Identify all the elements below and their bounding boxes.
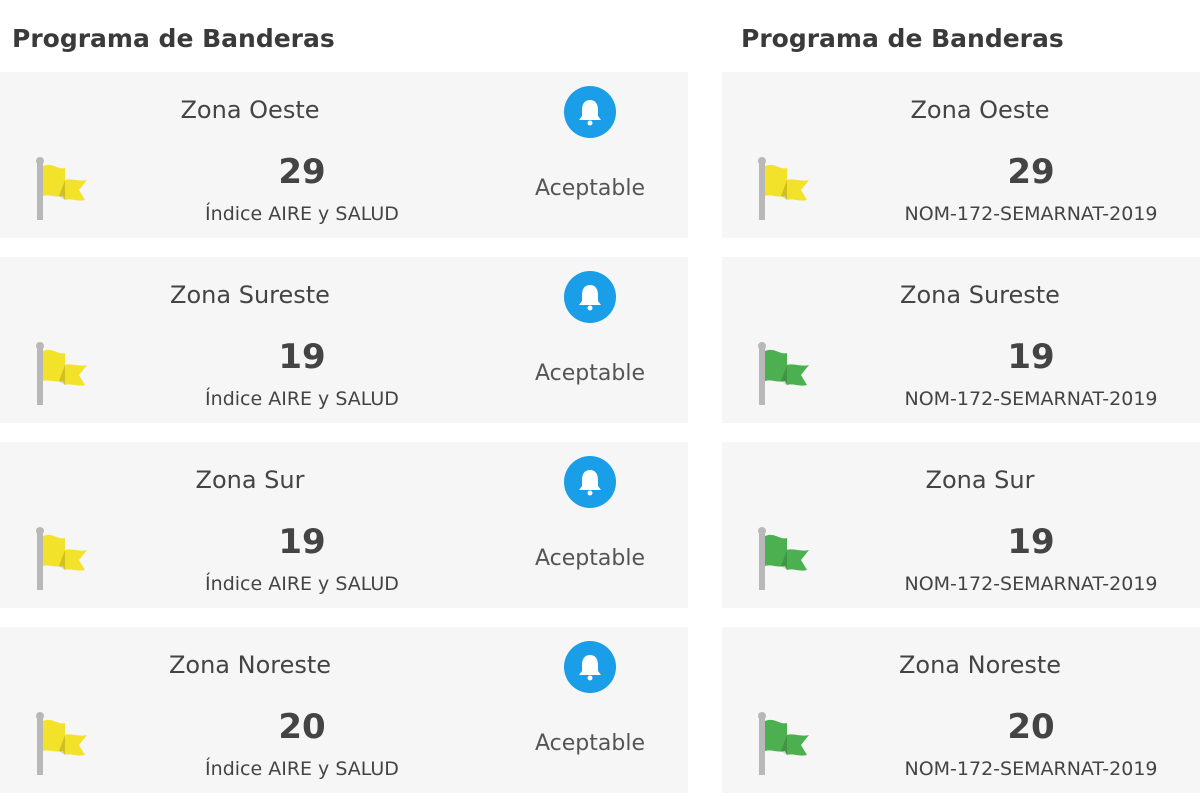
status-label: Aceptable <box>535 546 645 571</box>
flag-icon <box>757 711 817 777</box>
index-label: NOM-172-SEMARNAT-2019 <box>904 388 1158 410</box>
index-value: 20 <box>1007 707 1055 747</box>
index-value: 29 <box>1007 152 1055 192</box>
zone-name: Zona Sur <box>195 466 305 494</box>
index-value: 19 <box>1007 522 1055 562</box>
status-label: Aceptable <box>535 176 645 201</box>
flag-icon <box>35 526 95 592</box>
index-label: Índice AIRE y SALUD <box>205 388 399 410</box>
zone-name: Zona Sureste <box>170 281 330 309</box>
left-panel-title: Programa de Banderas <box>12 24 335 53</box>
bell-icon[interactable] <box>564 86 616 138</box>
zone-name: Zona Sur <box>925 466 1035 494</box>
bell-icon[interactable] <box>564 271 616 323</box>
zone-name: Zona Sureste <box>900 281 1060 309</box>
flag-icon <box>35 341 95 407</box>
index-value: 19 <box>1007 337 1055 377</box>
zone-card[interactable]: Zona Oeste 29 NOM-172-SEMARNAT-2019 <box>722 72 1200 238</box>
zone-card[interactable]: Zona Sureste 19 Índice AIRE y SALUD Acep… <box>0 257 688 423</box>
flag-icon <box>757 341 817 407</box>
index-label: NOM-172-SEMARNAT-2019 <box>904 573 1158 595</box>
zone-card[interactable]: Zona Noreste 20 NOM-172-SEMARNAT-2019 <box>722 627 1200 793</box>
zone-card[interactable]: Zona Sur 19 Índice AIRE y SALUD Aceptabl… <box>0 442 688 608</box>
zone-card[interactable]: Zona Sur 19 NOM-172-SEMARNAT-2019 <box>722 442 1200 608</box>
index-label: NOM-172-SEMARNAT-2019 <box>904 203 1158 225</box>
flag-icon <box>757 156 817 222</box>
index-label: NOM-172-SEMARNAT-2019 <box>904 758 1158 780</box>
index-value: 29 <box>278 152 326 192</box>
index-label: Índice AIRE y SALUD <box>205 758 399 780</box>
zone-card[interactable]: Zona Sureste 19 NOM-172-SEMARNAT-2019 <box>722 257 1200 423</box>
zone-card[interactable]: Zona Noreste 20 Índice AIRE y SALUD Acep… <box>0 627 688 793</box>
bell-icon[interactable] <box>564 456 616 508</box>
status-label: Aceptable <box>535 731 645 756</box>
flag-icon <box>757 526 817 592</box>
index-value: 19 <box>278 522 326 562</box>
index-value: 20 <box>278 707 326 747</box>
zone-name: Zona Oeste <box>910 96 1050 124</box>
status-label: Aceptable <box>535 361 645 386</box>
index-value: 19 <box>278 337 326 377</box>
index-label: Índice AIRE y SALUD <box>205 203 399 225</box>
zone-name: Zona Noreste <box>168 651 332 679</box>
zone-name: Zona Noreste <box>898 651 1062 679</box>
flag-icon <box>35 156 95 222</box>
zone-name: Zona Oeste <box>180 96 320 124</box>
index-label: Índice AIRE y SALUD <box>205 573 399 595</box>
right-panel-title: Programa de Banderas <box>741 24 1064 53</box>
zone-card[interactable]: Zona Oeste 29 Índice AIRE y SALUD Acepta… <box>0 72 688 238</box>
bell-icon[interactable] <box>564 641 616 693</box>
flag-icon <box>35 711 95 777</box>
